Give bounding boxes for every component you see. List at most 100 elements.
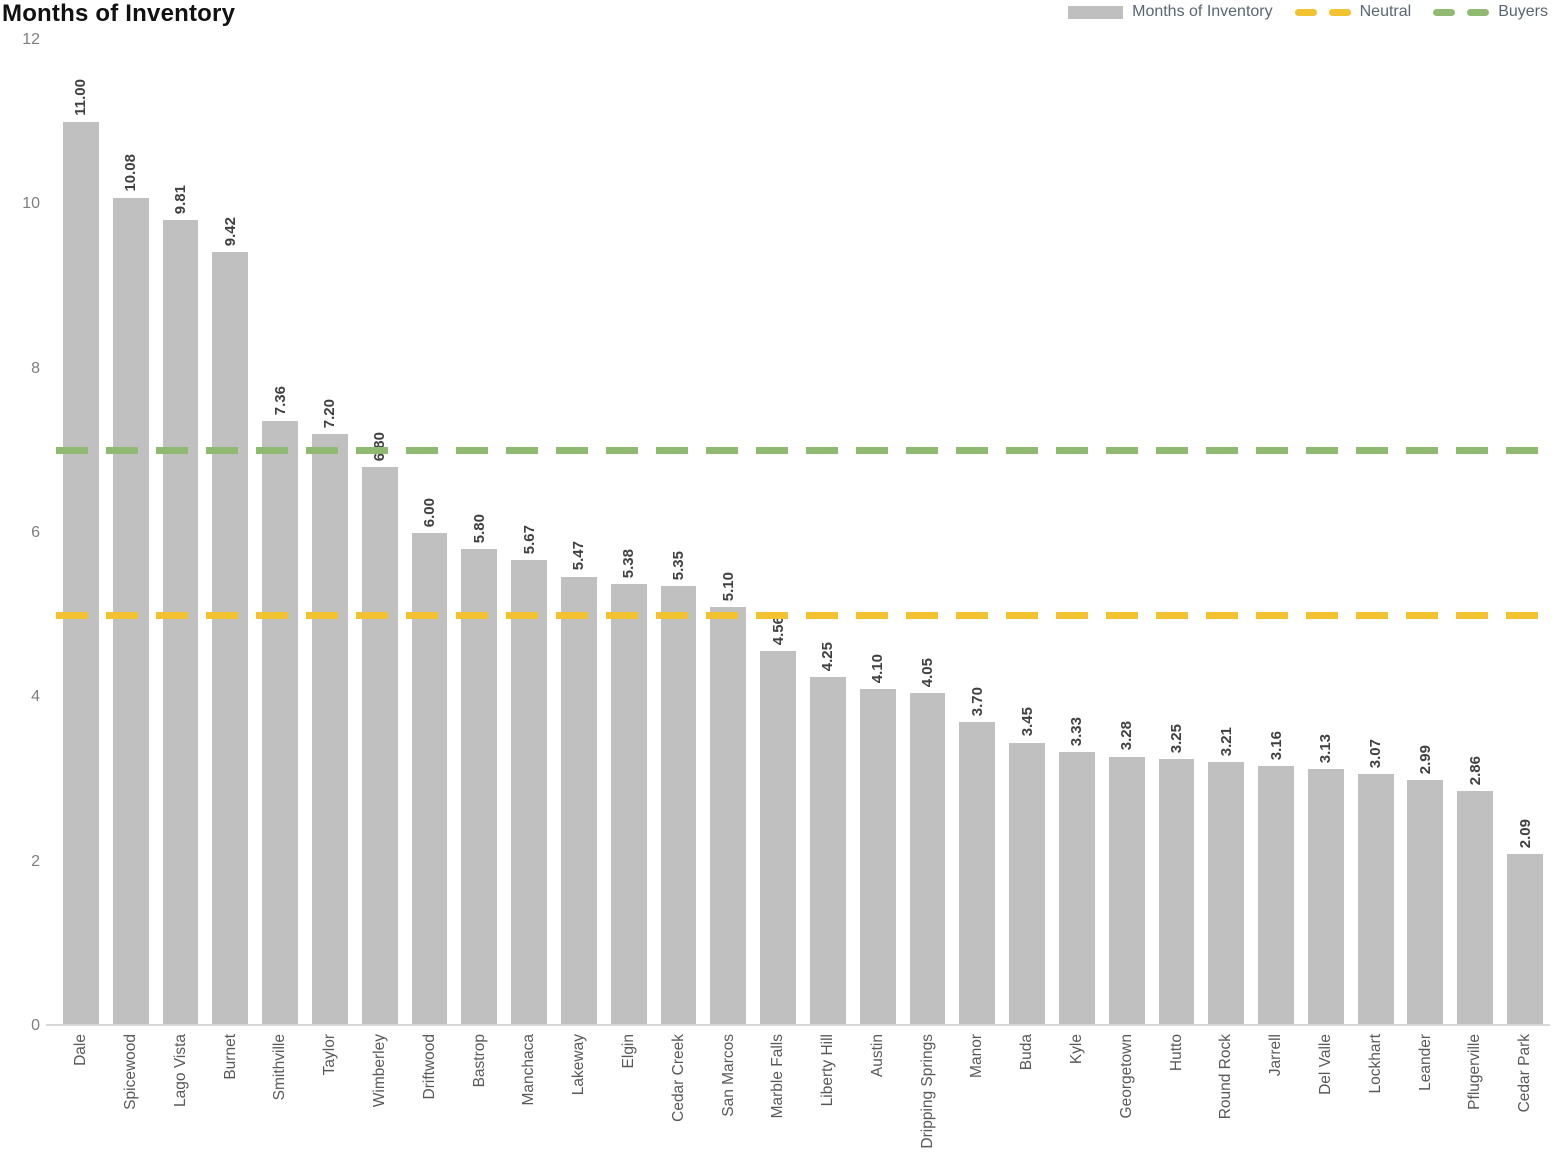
bar-value-label: 3.21 (1217, 727, 1235, 757)
x-label-slot: Bastrop (454, 1034, 504, 1172)
bar (859, 689, 896, 1026)
x-label-slot: Liberty Hill (803, 1034, 853, 1172)
x-label-slot: Elgin (604, 1034, 654, 1172)
bar-value-label: 4.25 (819, 641, 837, 671)
bar (411, 533, 448, 1026)
x-label-slot: Pflugerville (1450, 1034, 1500, 1172)
x-label-slot: Round Rock (1201, 1034, 1251, 1172)
bar (1108, 756, 1145, 1026)
y-tick-label: 10 (22, 195, 40, 213)
x-category-label: Leander (1416, 1034, 1434, 1091)
bar-column: 3.25 (1152, 40, 1202, 1026)
bar-value-label: 5.38 (620, 548, 638, 578)
bar-value-label: 4.56 (769, 616, 787, 646)
bar (959, 721, 996, 1026)
x-label-slot: Cedar Creek (654, 1034, 704, 1172)
bar-value-label: 6.00 (420, 497, 438, 527)
bar-column: 5.80 (454, 40, 504, 1026)
bar-value-label: 3.25 (1167, 723, 1185, 753)
bar (511, 560, 547, 1026)
bar-column: 5.35 (654, 40, 704, 1026)
bar-value-label: 3.28 (1118, 721, 1136, 751)
x-label-slot: Manchaca (504, 1034, 554, 1172)
bar-value-label: 10.08 (122, 154, 140, 192)
bar-value-label: 2.09 (1516, 819, 1534, 849)
bar (1307, 768, 1344, 1026)
bar-value-label: 3.70 (968, 686, 986, 716)
x-category-label: Pflugerville (1466, 1034, 1484, 1110)
x-category-label: Del Valle (1317, 1034, 1335, 1095)
x-category-label: Kyle (1068, 1034, 1086, 1065)
bar-column: 3.13 (1301, 40, 1351, 1026)
bar-column: 5.67 (504, 40, 554, 1026)
bar-column: 3.33 (1052, 40, 1102, 1026)
bar (909, 693, 946, 1026)
x-category-label: Dale (72, 1034, 90, 1066)
x-category-label: Driftwood (420, 1034, 438, 1100)
bar-value-label: 3.45 (1018, 707, 1036, 737)
legend-label-series: Months of Inventory (1132, 3, 1273, 20)
bar-value-label: 5.67 (520, 524, 538, 555)
bar (62, 122, 99, 1026)
bar-column: 3.45 (1002, 40, 1052, 1026)
x-category-label: Lakeway (570, 1034, 588, 1096)
x-category-label: Hutto (1167, 1034, 1185, 1072)
bar-column: 10.08 (106, 40, 156, 1026)
bar-value-label: 5.35 (669, 551, 687, 581)
bar-column: 9.81 (156, 40, 206, 1026)
x-category-label: Dripping Springs (918, 1034, 936, 1149)
x-label-slot: Manor (952, 1034, 1002, 1172)
bar (1208, 762, 1245, 1026)
bar (311, 434, 348, 1026)
bar (1407, 780, 1444, 1026)
y-tick-label: 6 (31, 524, 40, 541)
x-label-slot: Dale (56, 1034, 106, 1172)
bar-column: 3.21 (1201, 40, 1251, 1026)
x-label-slot: Dripping Springs (903, 1034, 953, 1172)
bar-column: 5.10 (703, 40, 753, 1026)
bar-column: 5.47 (554, 40, 604, 1026)
bar (1357, 773, 1394, 1026)
x-label-slot: Lago Vista (156, 1034, 206, 1172)
bar (262, 421, 298, 1026)
bar-value-label: 5.10 (719, 571, 737, 601)
x-label-slot: Taylor (305, 1034, 355, 1172)
bar-value-label: 7.20 (321, 399, 339, 429)
x-label-slot: Burnet (205, 1034, 255, 1172)
x-category-label: Taylor (321, 1034, 339, 1076)
x-label-slot: Marble Falls (753, 1034, 803, 1172)
x-label-slot: Cedar Park (1500, 1034, 1550, 1172)
x-label-slot: Hutto (1152, 1034, 1202, 1172)
bar-column: 2.09 (1500, 40, 1550, 1026)
x-category-label: Lockhart (1366, 1034, 1384, 1094)
bar-column: 3.28 (1102, 40, 1152, 1026)
x-category-label: Liberty Hill (819, 1034, 837, 1107)
x-label-slot: Spicewood (106, 1034, 156, 1172)
legend-label-neutral: Neutral (1359, 3, 1412, 20)
bar-value-label: 2.99 (1416, 745, 1434, 775)
x-axis-baseline (46, 1024, 1550, 1026)
bar-column: 2.86 (1450, 40, 1500, 1026)
x-category-label: Burnet (221, 1034, 239, 1080)
bar (1507, 854, 1543, 1026)
bar-value-label: 3.33 (1068, 717, 1086, 747)
bar (1009, 742, 1045, 1026)
bar (361, 467, 398, 1026)
x-category-label: Lago Vista (171, 1034, 189, 1107)
bar-column: 2.99 (1401, 40, 1451, 1026)
x-category-label: Bastrop (470, 1034, 488, 1088)
legend-item-months-of-inventory: Months of Inventory (1068, 3, 1273, 21)
bar-value-label: 5.80 (470, 514, 488, 544)
chart-title: Months of Inventory (2, 0, 236, 27)
bar-column: 9.42 (205, 40, 255, 1026)
legend-item-neutral: Neutral (1294, 3, 1412, 21)
y-tick-label: 2 (31, 852, 40, 870)
bar-column: 3.70 (952, 40, 1002, 1026)
x-label-slot: Leander (1401, 1034, 1451, 1172)
x-category-label: Wimberley (370, 1034, 388, 1108)
bar-value-label: 4.10 (869, 653, 887, 684)
x-axis-labels: Dale Spicewood Lago Vista Burnet Smithville T… (56, 1034, 1550, 1172)
bar-column: 6.00 (405, 40, 455, 1026)
bar-value-label: 4.05 (918, 658, 936, 688)
